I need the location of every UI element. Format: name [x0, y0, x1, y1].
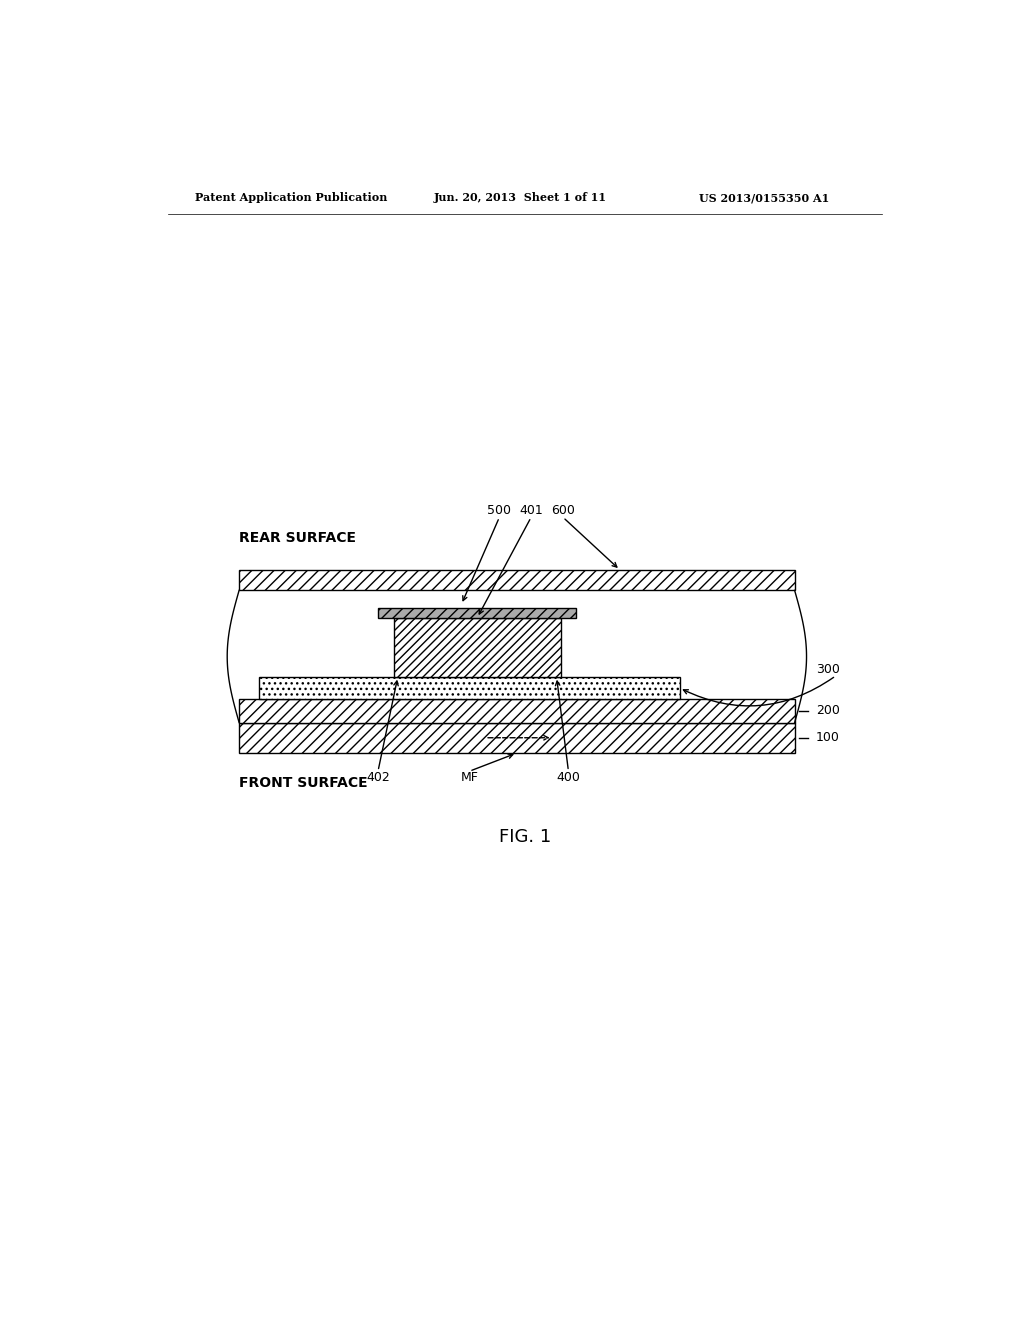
Text: 200: 200	[816, 705, 840, 717]
Text: US 2013/0155350 A1: US 2013/0155350 A1	[699, 193, 829, 203]
Text: 400: 400	[556, 771, 581, 784]
Text: FRONT SURFACE: FRONT SURFACE	[240, 776, 368, 791]
Text: 600: 600	[551, 504, 574, 517]
Text: 300: 300	[816, 663, 840, 676]
Bar	[378, 607, 577, 618]
Bar	[240, 700, 795, 722]
Bar	[240, 570, 795, 590]
Text: 100: 100	[816, 731, 840, 744]
Text: MF: MF	[461, 771, 478, 784]
Text: FIG. 1: FIG. 1	[499, 829, 551, 846]
Text: Patent Application Publication: Patent Application Publication	[196, 193, 388, 203]
Text: 500: 500	[487, 504, 511, 517]
Bar	[259, 677, 680, 700]
Bar	[394, 618, 560, 677]
Text: 401: 401	[519, 504, 543, 517]
Bar	[240, 722, 795, 752]
Text: Jun. 20, 2013  Sheet 1 of 11: Jun. 20, 2013 Sheet 1 of 11	[433, 193, 606, 203]
Text: 402: 402	[367, 771, 390, 784]
Text: REAR SURFACE: REAR SURFACE	[240, 531, 356, 545]
